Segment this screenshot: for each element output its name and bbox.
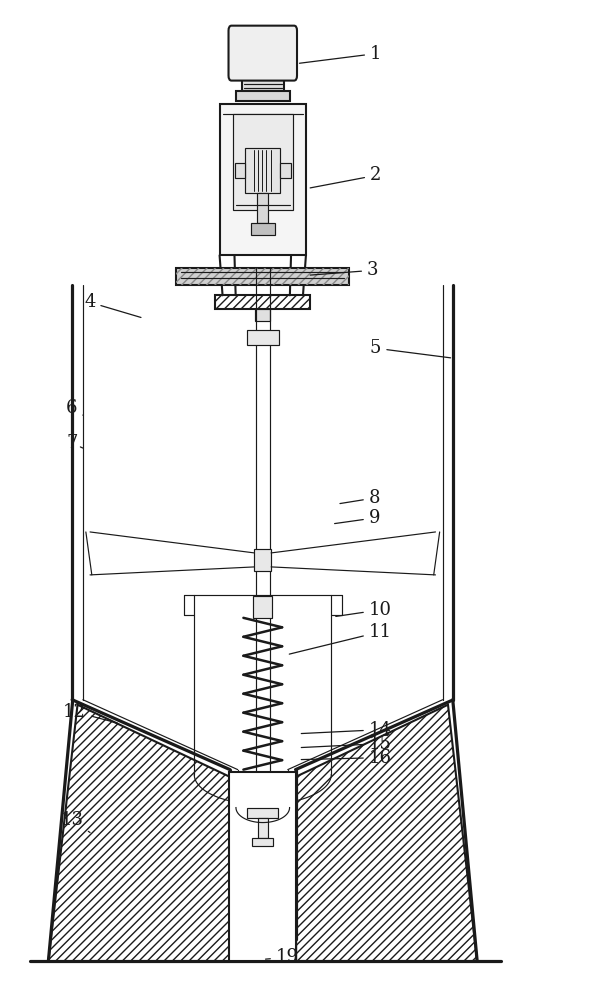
Bar — [247, 808, 278, 818]
Text: 10: 10 — [336, 601, 392, 619]
Bar — [247, 330, 279, 345]
Text: 13: 13 — [60, 811, 90, 833]
Bar — [176, 268, 349, 285]
Bar — [233, 114, 293, 210]
Text: 1: 1 — [300, 45, 381, 63]
Text: 8: 8 — [340, 489, 380, 507]
Bar — [253, 838, 273, 846]
Bar — [253, 783, 273, 808]
Bar — [253, 596, 272, 618]
Bar — [242, 76, 284, 91]
Bar — [280, 163, 291, 178]
Text: 14: 14 — [301, 721, 392, 739]
Text: 2: 2 — [310, 166, 381, 188]
Bar — [257, 193, 268, 223]
Text: 16: 16 — [301, 749, 392, 767]
Text: 12: 12 — [63, 703, 117, 723]
FancyBboxPatch shape — [229, 26, 297, 81]
Bar — [220, 104, 306, 255]
Text: 5: 5 — [370, 339, 451, 358]
Text: 15: 15 — [301, 735, 392, 753]
Text: 4: 4 — [84, 293, 141, 317]
Text: 3: 3 — [310, 261, 378, 279]
Bar — [251, 223, 275, 235]
Text: 6: 6 — [66, 399, 83, 417]
Text: 19: 19 — [266, 948, 299, 966]
Bar — [254, 549, 271, 571]
Bar — [215, 295, 310, 309]
Bar — [236, 91, 290, 101]
Bar — [258, 818, 267, 838]
Bar — [235, 163, 245, 178]
Bar — [256, 309, 270, 321]
Text: 11: 11 — [290, 623, 392, 654]
Bar — [229, 772, 296, 961]
Text: 9: 9 — [334, 509, 380, 527]
Bar — [245, 148, 280, 193]
Bar — [176, 268, 349, 285]
Text: 7: 7 — [66, 434, 83, 452]
